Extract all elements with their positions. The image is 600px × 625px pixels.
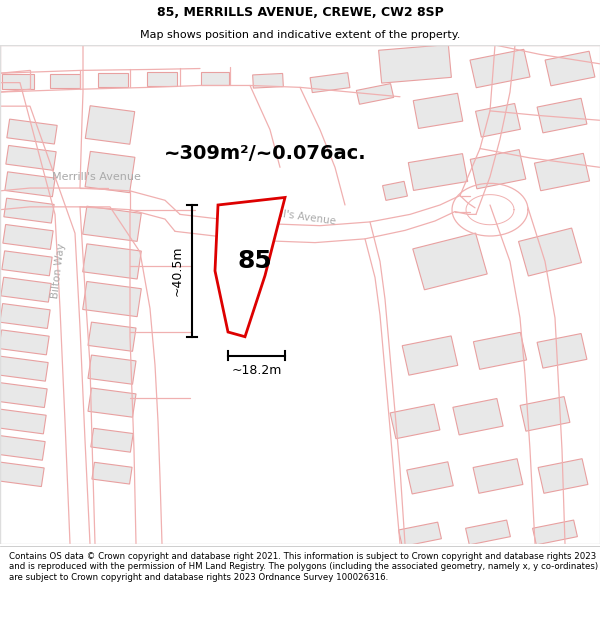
Text: Bilton Way: Bilton Way <box>50 242 67 299</box>
Polygon shape <box>91 428 133 452</box>
Polygon shape <box>383 181 407 201</box>
Polygon shape <box>518 228 581 276</box>
Polygon shape <box>538 459 588 493</box>
Polygon shape <box>85 151 135 192</box>
Polygon shape <box>413 233 487 290</box>
Polygon shape <box>453 399 503 435</box>
Polygon shape <box>466 520 511 545</box>
Polygon shape <box>2 74 34 89</box>
Polygon shape <box>1 278 51 302</box>
Polygon shape <box>398 522 442 546</box>
Polygon shape <box>6 146 56 171</box>
Text: 85: 85 <box>238 249 272 274</box>
Polygon shape <box>413 93 463 129</box>
Polygon shape <box>473 459 523 493</box>
Polygon shape <box>545 51 595 86</box>
Polygon shape <box>379 44 451 83</box>
Polygon shape <box>147 72 177 86</box>
Polygon shape <box>3 224 53 249</box>
Polygon shape <box>83 206 142 241</box>
Text: Map shows position and indicative extent of the property.: Map shows position and indicative extent… <box>140 30 460 40</box>
Polygon shape <box>407 462 453 494</box>
Polygon shape <box>390 404 440 439</box>
Polygon shape <box>50 74 80 88</box>
Polygon shape <box>98 72 128 87</box>
Polygon shape <box>476 104 520 137</box>
Polygon shape <box>409 154 467 191</box>
Polygon shape <box>520 397 570 431</box>
Polygon shape <box>92 462 132 484</box>
Polygon shape <box>88 355 136 384</box>
Text: Contains OS data © Crown copyright and database right 2021. This information is : Contains OS data © Crown copyright and d… <box>9 552 598 582</box>
Polygon shape <box>402 336 458 375</box>
Polygon shape <box>0 382 47 408</box>
Polygon shape <box>0 409 46 434</box>
Polygon shape <box>0 304 50 329</box>
Polygon shape <box>5 172 55 197</box>
Text: ~40.5m: ~40.5m <box>171 246 184 296</box>
Text: ~309m²/~0.076ac.: ~309m²/~0.076ac. <box>164 144 367 162</box>
Text: Merrill's Avenue: Merrill's Avenue <box>52 172 141 182</box>
Polygon shape <box>215 198 285 337</box>
Polygon shape <box>201 72 229 86</box>
Polygon shape <box>85 106 135 144</box>
Polygon shape <box>253 74 283 88</box>
Polygon shape <box>470 49 530 88</box>
Polygon shape <box>470 149 526 189</box>
Polygon shape <box>537 98 587 133</box>
Text: ~18.2m: ~18.2m <box>232 364 281 377</box>
Polygon shape <box>0 462 44 487</box>
Polygon shape <box>0 435 45 460</box>
Text: Merrill's Avenue: Merrill's Avenue <box>253 206 337 227</box>
Polygon shape <box>4 198 54 223</box>
Polygon shape <box>473 332 527 369</box>
Polygon shape <box>535 153 590 191</box>
Polygon shape <box>2 251 52 276</box>
Polygon shape <box>356 84 394 104</box>
Polygon shape <box>533 520 577 545</box>
Text: 85, MERRILLS AVENUE, CREWE, CW2 8SP: 85, MERRILLS AVENUE, CREWE, CW2 8SP <box>157 6 443 19</box>
Polygon shape <box>83 244 142 279</box>
Polygon shape <box>0 356 48 381</box>
Polygon shape <box>83 281 142 317</box>
Polygon shape <box>88 388 136 418</box>
Polygon shape <box>537 334 587 368</box>
Polygon shape <box>0 330 49 355</box>
Polygon shape <box>7 119 57 144</box>
Polygon shape <box>310 72 350 92</box>
Polygon shape <box>88 322 136 351</box>
